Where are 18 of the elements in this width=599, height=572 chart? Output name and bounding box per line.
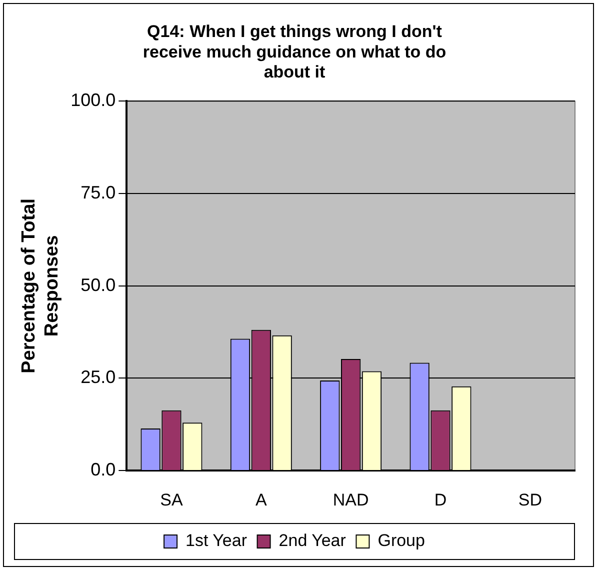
y-tick-label: 100.0	[70, 90, 116, 110]
legend-label: 1st Year	[186, 531, 248, 550]
y-tick-label: 50.0	[80, 274, 116, 295]
x-tick-label: NAD	[332, 490, 369, 510]
x-tick-label: SD	[518, 490, 542, 510]
legend-label: 2nd Year	[278, 531, 346, 550]
text: Q14: When I get things wrong I don't	[147, 22, 442, 41]
text: about it	[264, 62, 326, 82]
y-tick-label: 75.0	[80, 182, 116, 203]
y-tick-label: 0.0	[90, 460, 116, 480]
x-tick-label: A	[255, 490, 268, 510]
x-tick-label: SA	[160, 490, 184, 510]
text: Responses	[41, 235, 62, 337]
text: Percentage of Total	[18, 198, 40, 374]
x-tick-label: D	[434, 490, 447, 510]
text: receive much guidance on what to do	[142, 42, 446, 62]
legend-label: Group	[378, 531, 425, 550]
y-tick-label: 25.0	[80, 367, 116, 388]
